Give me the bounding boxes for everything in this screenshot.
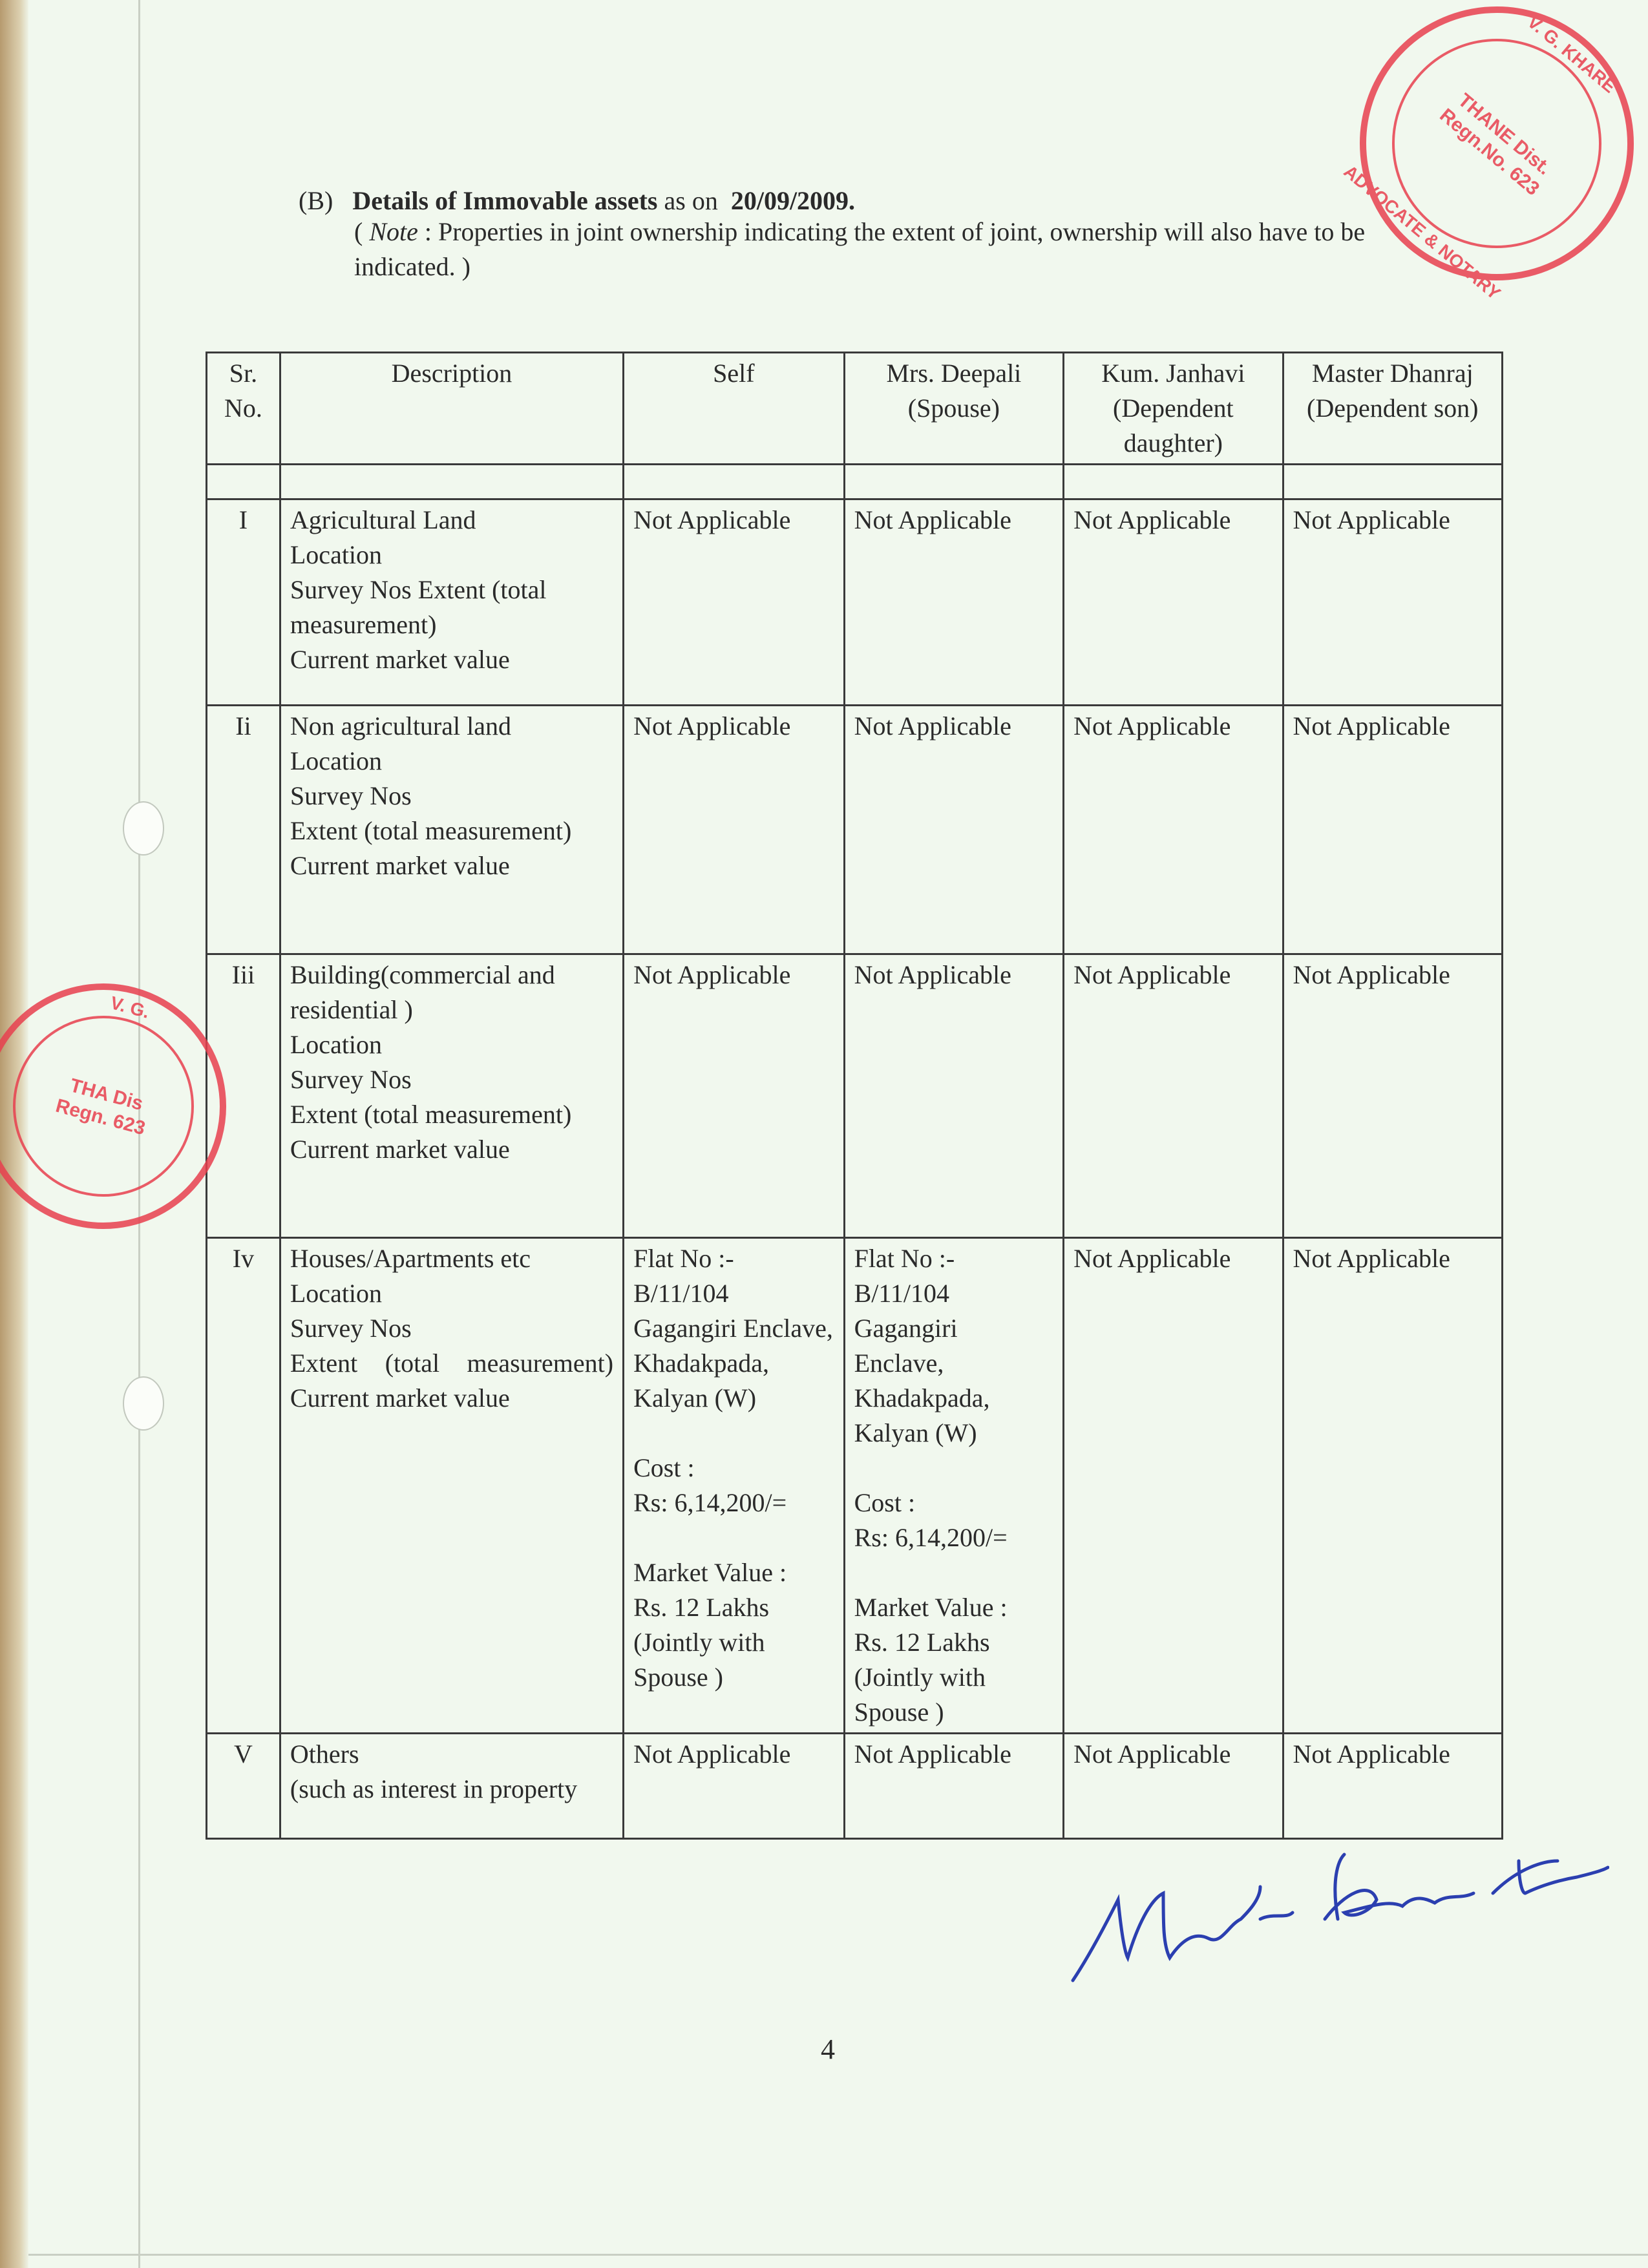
sr-no: Iv (206, 1237, 281, 1734)
description: Houses/Apartments etc Location Survey Nos E… (279, 1237, 625, 1734)
header-daughter: Kum. Janhavi (Dependent daughter) (1062, 352, 1284, 465)
table-row: Iv Houses/Apartments etc Location Survey N… (206, 1237, 1504, 1734)
sr-no: Iii (206, 953, 281, 1239)
section-title: Details of Immovable assets (352, 186, 658, 215)
cell-son: Not Applicable (1282, 498, 1504, 706)
cell-son: Not Applicable (1282, 953, 1504, 1239)
cell-self: Not Applicable (622, 1732, 845, 1840)
sr-no: V (206, 1732, 281, 1840)
cell-spouse: Not Applicable (843, 498, 1065, 706)
description: Agricultural Land Location Survey Nos Exte… (279, 498, 625, 706)
header-description: Description (279, 352, 625, 465)
cell-daughter: Not Applicable (1062, 1237, 1284, 1734)
desc-line: Extent (total measurement) (290, 1349, 614, 1378)
desc-line: Location (290, 1279, 383, 1308)
header-self: Self (622, 352, 845, 465)
desc-line: Location (290, 1030, 383, 1059)
stamp-place: THANE Dist. (1453, 89, 1556, 180)
table-row: I Agricultural Land Location Survey Nos Ex… (206, 498, 1504, 706)
note-text: : Properties in joint ownership indicati… (354, 217, 1366, 281)
page-fold-line (138, 0, 140, 2268)
cell-daughter: Not Applicable (1062, 953, 1284, 1239)
market-value-label: Market Value : (854, 1593, 1008, 1622)
description: Others (such as interest in property (279, 1732, 625, 1840)
market-value-label: Market Value : (633, 1558, 787, 1587)
desc-line: Current market value (290, 1383, 510, 1412)
desc-line: Agricultural Land (290, 505, 476, 534)
header-sr: Sr. No. (206, 352, 281, 465)
cell-self: Not Applicable (622, 704, 845, 955)
cell-spouse: Not Applicable (843, 704, 1065, 955)
market-value: Rs. 12 Lakhs (Jointly with Spouse ) (854, 1628, 990, 1727)
cell-daughter: Not Applicable (1062, 498, 1284, 706)
cell-daughter: Not Applicable (1062, 704, 1284, 955)
flat-address: Flat No :- B/11/104 Gagangiri Enclave, K… (633, 1244, 833, 1412)
cell-spouse: Not Applicable (843, 1732, 1065, 1840)
market-value: Rs. 12 Lakhs (Jointly with Spouse ) (633, 1593, 770, 1692)
desc-line: Survey Nos (290, 1065, 412, 1094)
immovable-assets-table: Sr. No. Description Self Mrs. Deepali (S… (206, 352, 1504, 1840)
table-row: Iii Building(commercial and residential … (206, 953, 1504, 1239)
cell-spouse: Flat No :- B/11/104 Gagangiri Enclave, K… (843, 1237, 1065, 1734)
cell-spouse: Not Applicable (843, 953, 1065, 1239)
binding-strip (0, 0, 28, 2268)
notary-stamp: V. G. KHARE THANE Dist. Regn.No. 623 ADV… (1304, 0, 1648, 337)
desc-line: Current market value (290, 851, 510, 880)
punch-hole (123, 1376, 164, 1431)
description: Non agricultural land Location Survey Nos E… (279, 704, 625, 955)
sr-no: Ii (206, 704, 281, 955)
header-row: Sr. No. Description Self Mrs. Deepali (S… (206, 352, 1504, 465)
stamp-reg: Regn.No. 623 (1435, 104, 1544, 200)
desc-line: Extent (total measurement) (290, 816, 572, 845)
cost-label: Cost : (633, 1453, 695, 1482)
note: ( Note : Properties in joint ownership i… (354, 215, 1453, 284)
desc-line: Current market value (290, 1135, 510, 1164)
desc-line: Others (290, 1739, 359, 1769)
cell-self: Not Applicable (622, 498, 845, 706)
desc-line: (such as interest in property (290, 1774, 578, 1803)
desc-line: Current market value (290, 645, 510, 674)
desc-line: Non agricultural land (290, 711, 511, 740)
cost-value: Rs: 6,14,200/= (633, 1488, 787, 1517)
cell-son: Not Applicable (1282, 1237, 1504, 1734)
punch-hole (123, 801, 164, 856)
cost-value: Rs: 6,14,200/= (854, 1523, 1008, 1552)
cell-daughter: Not Applicable (1062, 1732, 1284, 1840)
table-row: V Others (such as interest in property No… (206, 1732, 1504, 1840)
cost-label: Cost : (854, 1488, 916, 1517)
cell-son: Not Applicable (1282, 1732, 1504, 1840)
desc-line: Location (290, 746, 383, 775)
as-on-date: 20/09/2009. (730, 186, 856, 215)
note-open: ( (354, 217, 370, 246)
as-on-label: as on (664, 186, 718, 215)
desc-line: Building(commercial and residential ) (290, 960, 555, 1024)
header-son: Master Dhanraj (Dependent son) (1282, 352, 1504, 465)
signature (1066, 1842, 1610, 1993)
blank-row (206, 463, 1504, 500)
header-spouse: Mrs. Deepali (Spouse) (843, 352, 1065, 465)
section-heading: (B) Details of Immovable assets as on 20… (299, 184, 855, 218)
section-prefix: (B) (299, 186, 333, 215)
desc-line: Survey Nos (290, 1314, 412, 1343)
sr-no: I (206, 498, 281, 706)
note-label: Note (369, 217, 418, 246)
cell-son: Not Applicable (1282, 704, 1504, 955)
cell-self: Flat No :- B/11/104 Gagangiri Enclave, K… (622, 1237, 845, 1734)
bottom-edge (28, 2254, 1648, 2256)
table-row: Ii Non agricultural land Location Survey N… (206, 704, 1504, 955)
desc-line: Survey Nos (290, 781, 412, 810)
flat-address: Flat No :- B/11/104 Gagangiri Enclave, K… (854, 1244, 990, 1447)
desc-line: Survey Nos Extent (total measurement) (290, 575, 547, 639)
signature-scribble (1071, 1853, 1610, 1982)
page-number: 4 (821, 2033, 835, 2065)
description: Building(commercial and residential ) Loc… (279, 953, 625, 1239)
cell-self: Not Applicable (622, 953, 845, 1239)
desc-line: Extent (total measurement) (290, 1100, 572, 1129)
desc-line: Houses/Apartments etc (290, 1244, 531, 1273)
desc-line: Location (290, 540, 383, 569)
